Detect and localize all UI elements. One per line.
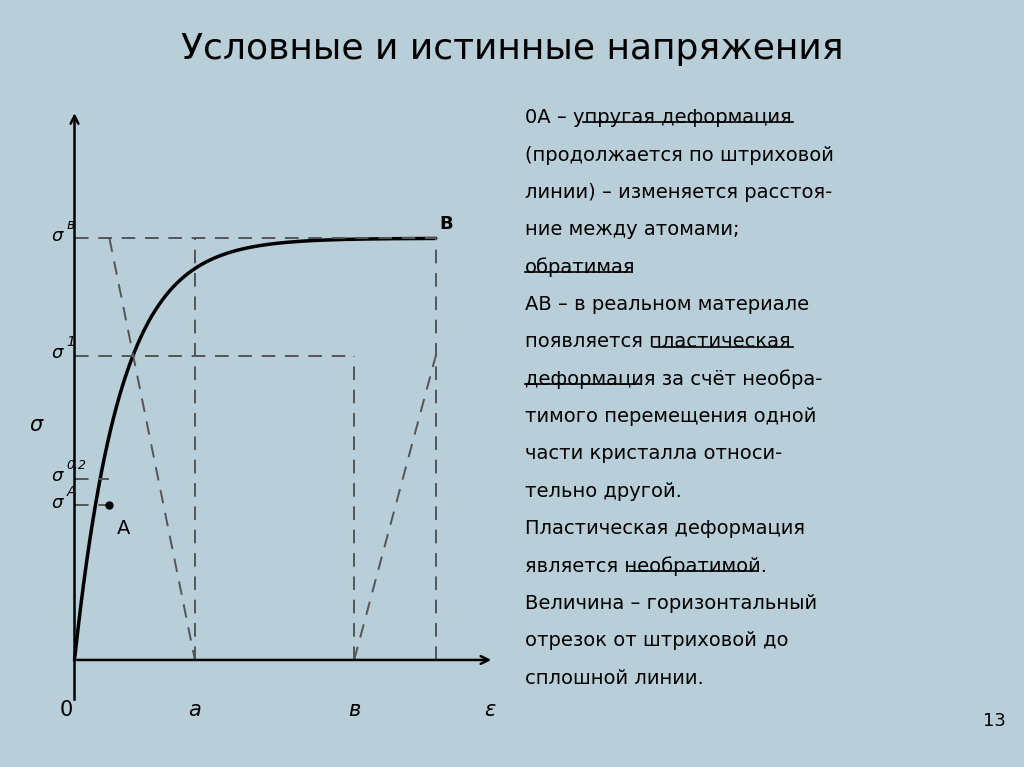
Text: Величина – горизонтальный: Величина – горизонтальный: [524, 594, 817, 613]
Text: появляется пластическая: появляется пластическая: [524, 332, 791, 351]
Text: в: в: [67, 218, 75, 232]
Text: σ: σ: [51, 344, 62, 362]
Text: σ: σ: [29, 415, 42, 435]
Text: обратимая: обратимая: [524, 258, 635, 278]
Text: отрезок от штриховой до: отрезок от штриховой до: [524, 631, 788, 650]
Text: σ: σ: [51, 467, 62, 485]
Text: (продолжается по штриховой: (продолжается по штриховой: [524, 146, 834, 164]
Text: сплошной линии.: сплошной линии.: [524, 669, 703, 688]
Text: тимого перемещения одной: тимого перемещения одной: [524, 407, 816, 426]
Text: 0А – упругая деформация: 0А – упругая деформация: [524, 108, 792, 127]
Text: AB – в реальном материале: AB – в реальном материале: [524, 295, 809, 314]
Text: Условные и истинные напряжения: Условные и истинные напряжения: [180, 31, 844, 65]
Text: ε: ε: [484, 700, 496, 720]
Text: тельно другой.: тельно другой.: [524, 482, 681, 501]
Text: 13: 13: [983, 712, 1007, 730]
Text: А: А: [67, 485, 76, 499]
Text: в: в: [348, 700, 360, 720]
Text: 0,2: 0,2: [67, 459, 87, 472]
Text: σ: σ: [51, 227, 62, 245]
Text: 0: 0: [59, 700, 73, 720]
Text: деформация за счёт необра-: деформация за счёт необра-: [524, 370, 822, 390]
Text: В: В: [439, 215, 454, 233]
Text: части кристалла относи-: части кристалла относи-: [524, 444, 781, 463]
Text: Пластическая деформация: Пластическая деформация: [524, 519, 805, 538]
Text: σ: σ: [51, 493, 62, 512]
Text: ние между атомами;: ние между атомами;: [524, 220, 739, 239]
Text: линии) – изменяется расстоя-: линии) – изменяется расстоя-: [524, 183, 831, 202]
Text: a: a: [188, 700, 202, 720]
Text: А: А: [117, 518, 131, 538]
Text: 1: 1: [67, 335, 76, 350]
Text: является необратимой.: является необратимой.: [524, 557, 767, 576]
